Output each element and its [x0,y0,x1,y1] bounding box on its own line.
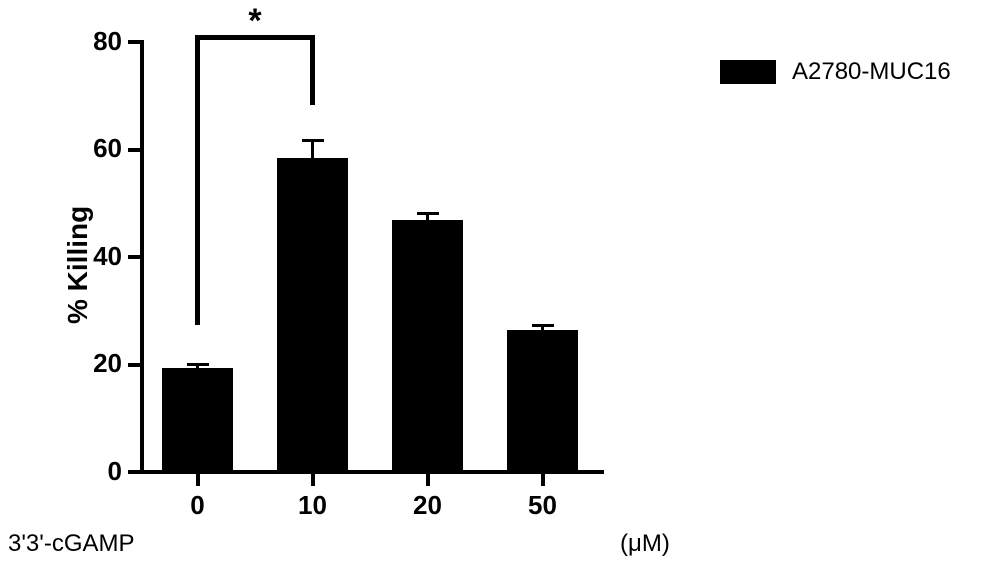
y-tick [128,470,140,474]
significance-bracket [310,35,315,105]
x-axis [140,470,604,474]
x-tick [541,474,545,486]
legend-swatch [720,60,776,84]
y-tick-label: 80 [62,26,122,57]
error-cap [302,139,324,142]
x-tick-label: 50 [503,490,583,521]
x-tick-label: 0 [158,490,238,521]
error-cap [532,324,554,327]
y-tick-label: 20 [62,348,122,379]
error-cap [417,212,439,215]
significance-bracket [195,35,200,325]
bar [162,368,233,470]
x-tick [196,474,200,486]
bar [507,330,578,470]
y-tick [128,148,140,152]
x-tick-label: 20 [388,490,468,521]
bar [392,220,463,470]
x-tick-label: 10 [273,490,353,521]
y-tick [128,255,140,259]
x-axis-note-left: 3'3'-cGAMP [8,530,135,558]
bar [277,158,348,470]
y-tick-label: 60 [62,133,122,164]
error-cap [187,363,209,366]
significance-label: * [235,2,275,41]
legend-label: A2780-MUC16 [792,58,951,86]
y-tick-label: 0 [62,456,122,487]
y-tick [128,40,140,44]
x-tick [311,474,315,486]
x-axis-note-right: (μM) [620,530,670,558]
chart-stage: % Killing 3'3'-cGAMP (μM) A2780-MUC16 02… [0,0,1000,577]
y-axis [140,40,144,474]
x-tick [426,474,430,486]
y-tick-label: 40 [62,241,122,272]
y-tick [128,363,140,367]
